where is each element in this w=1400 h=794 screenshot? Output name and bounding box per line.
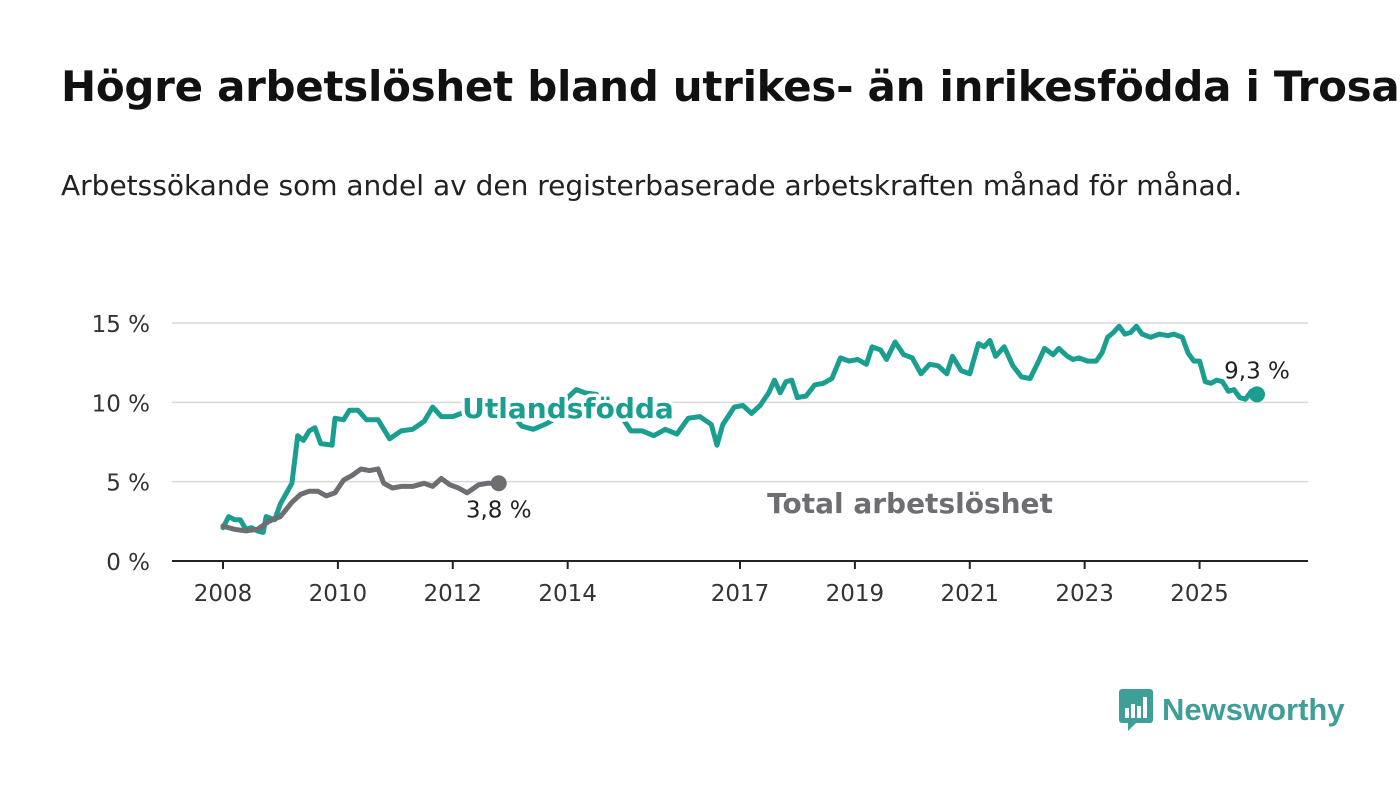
y-tick-label: 0 % [106, 550, 150, 576]
end-point-utlandsfödda [1249, 386, 1265, 403]
end-value-label-utlandsfödda: 9,3 % [1224, 358, 1290, 384]
series-line-total-arbetslöshet [220, 466, 502, 534]
chart-title: Högre arbetslöshet bland utrikes- än inr… [61, 62, 1400, 111]
x-tick-label: 2019 [826, 581, 885, 607]
x-tick-label: 2012 [424, 581, 483, 607]
x-tick-label: 2008 [194, 581, 253, 607]
end-point-total-arbetslöshet [490, 475, 507, 492]
brand-name: Newsworthy [1162, 692, 1345, 727]
x-tick-label: 2017 [711, 581, 770, 607]
brand-logo: Newsworthy [1118, 688, 1345, 732]
end-value-label-total-arbetslöshet: 3,8 % [466, 497, 532, 523]
y-tick-label: 5 % [106, 471, 150, 497]
series-label-utlandsfödda: Utlandsfödda [462, 392, 674, 425]
x-tick-label: 2010 [309, 581, 368, 607]
y-tick-label: 10 % [92, 391, 150, 417]
x-tick-label: 2025 [1170, 581, 1229, 607]
bar-chart-speech-bubble-icon [1119, 689, 1153, 731]
series-line-utlandsfödda [220, 323, 1260, 535]
x-tick-label: 2023 [1055, 581, 1114, 607]
y-tick-label: 15 % [92, 312, 150, 338]
x-tick-label: 2014 [538, 581, 597, 607]
x-tick-label: 2021 [941, 581, 1000, 607]
chart-subtitle: Arbetssökande som andel av den registerb… [61, 169, 1243, 202]
series-label-total-arbetslöshet: Total arbetslöshet [767, 487, 1053, 520]
